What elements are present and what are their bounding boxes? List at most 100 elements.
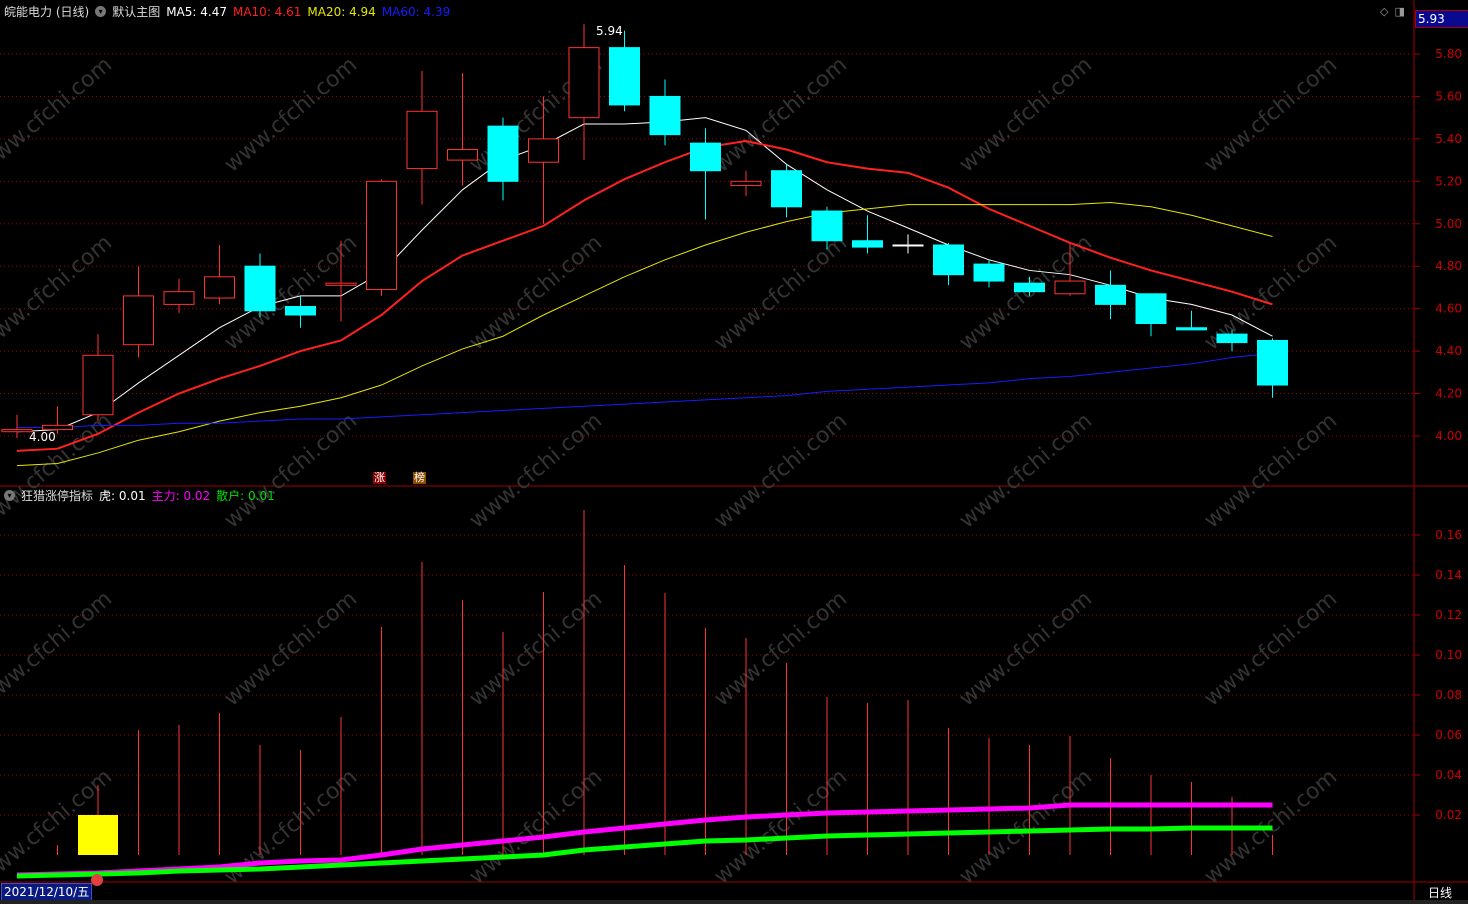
event-ball-icon (91, 874, 103, 886)
candle-up (447, 148, 478, 161)
watermark: www.cfchi.com (710, 586, 852, 711)
current-price-label: 5.93 (1415, 10, 1468, 28)
candle-up (42, 424, 73, 431)
hu-block (78, 815, 118, 855)
indicator-tick-label: 0.16 (1435, 528, 1462, 542)
candle-up (123, 295, 154, 346)
price-tick-label: 5.80 (1435, 47, 1462, 61)
watermark: www.cfchi.com (220, 408, 362, 533)
candle-up (163, 291, 195, 305)
candle-up (406, 110, 438, 170)
zhuli-value: 主力: 0.02 (151, 489, 211, 503)
watermark: www.cfchi.com (0, 586, 117, 711)
price-tick-label: 4.00 (1435, 429, 1462, 443)
watermark: www.cfchi.com (220, 52, 362, 177)
candle-up (568, 47, 600, 119)
ma60-label: MA60: 4.39 (381, 4, 451, 19)
chart-tools: ◇ ◨ (1380, 5, 1405, 18)
high-price-label: 5.94 (596, 24, 623, 38)
candle-down (609, 47, 640, 106)
ma10-label: MA10: 4.61 (232, 4, 302, 19)
candle-up (1, 429, 33, 433)
price-tick-label: 4.40 (1435, 344, 1462, 358)
watermark: www.cfchi.com (955, 52, 1097, 177)
candle-up (730, 180, 762, 187)
watermark: www.cfchi.com (955, 408, 1097, 533)
candle-down (933, 244, 964, 276)
candle-up (528, 138, 559, 163)
ma5-label: MA5: 4.47 (166, 4, 227, 19)
price-tick-label: 4.80 (1435, 259, 1462, 273)
watermark: www.cfchi.com (1200, 52, 1342, 177)
price-tick-label: 5.40 (1435, 132, 1462, 146)
cursor-date-label: 2021/12/10/五 (1, 883, 93, 901)
candle-down (487, 125, 519, 182)
watermark: www.cfchi.com (710, 52, 852, 177)
candle-down (811, 210, 843, 242)
panel-toggle-icon[interactable]: ◨ (1394, 5, 1405, 18)
watermark: www.cfchi.com (710, 408, 852, 533)
sanhu-value: 散户: 0.01 (216, 489, 275, 503)
indicator-tick-label: 0.02 (1435, 808, 1462, 822)
candle-down (244, 265, 276, 312)
bang-marker[interactable]: 榜 (413, 471, 426, 484)
candle-down (649, 95, 681, 136)
watermark: www.cfchi.com (0, 230, 117, 355)
watermark: www.cfchi.com (955, 586, 1097, 711)
watermark: www.cfchi.com (710, 230, 852, 355)
candle-down (1176, 327, 1207, 331)
candle-up (82, 354, 114, 416)
watermark: www.cfchi.com (1200, 586, 1342, 711)
indicator-tick-label: 0.10 (1435, 648, 1462, 662)
indicator-header: ▾ 狂猎涨停指标 虎: 0.01 主力: 0.02 散户: 0.01 (4, 487, 275, 504)
price-tick-label: 4.60 (1435, 302, 1462, 316)
price-tick-label: 5.60 (1435, 89, 1462, 103)
candle-down (1257, 339, 1288, 386)
watermark: www.cfchi.com (1200, 408, 1342, 533)
ma-line-ma5 (16, 117, 1273, 433)
candle-down (1216, 333, 1248, 344)
low-price-label: 4.00 (29, 430, 56, 444)
candle-down (1014, 282, 1045, 293)
candle-down (285, 306, 316, 316)
hu-value: 虎: 0.01 (99, 489, 146, 503)
zhang-marker[interactable]: 涨 (373, 471, 386, 484)
indicator-tick-label: 0.14 (1435, 568, 1462, 582)
price-tick-label: 5.20 (1435, 174, 1462, 188)
template-dropdown-icon[interactable]: ▾ (95, 6, 107, 17)
watermark: www.cfchi.com (710, 764, 852, 889)
price-tick-label: 5.00 (1435, 217, 1462, 231)
candle-down (892, 244, 924, 247)
watermark: www.cfchi.com (465, 586, 607, 711)
stock-title: 皖能电力 (日线) (4, 5, 90, 19)
candle-down (973, 263, 1005, 282)
ma-line-ma10 (16, 139, 1273, 452)
watermark: www.cfchi.com (465, 764, 607, 889)
period-label[interactable]: 日线 (1428, 886, 1453, 900)
candle-up (204, 276, 235, 299)
indicator-tick-label: 0.06 (1435, 728, 1462, 742)
indicator-dropdown-icon[interactable]: ▾ (4, 490, 15, 501)
watermark: www.cfchi.com (465, 230, 607, 355)
indicator-tick-label: 0.12 (1435, 608, 1462, 622)
indicator-tick-label: 0.04 (1435, 768, 1462, 782)
candle-down (690, 142, 721, 172)
ma-line-ma20 (16, 202, 1273, 467)
candle-down (1095, 284, 1126, 305)
indicator-name[interactable]: 狂猎涨停指标 (21, 489, 94, 503)
watermark: www.cfchi.com (955, 764, 1097, 889)
candle-down (852, 240, 883, 248)
bottom-tab-bar[interactable] (0, 900, 1468, 904)
candle-up (366, 180, 397, 291)
watermark: www.cfchi.com (220, 586, 362, 711)
candle-up (325, 282, 357, 286)
sanhu-line (16, 825, 1273, 879)
diamond-icon[interactable]: ◇ (1380, 5, 1389, 18)
main-chart-header: 皖能电力 (日线) ▾ 默认主图 MA5: 4.47 MA10: 4.61 MA… (4, 3, 450, 20)
watermark: www.cfchi.com (465, 408, 607, 533)
candle-down (1135, 293, 1167, 324)
candle-up (1054, 280, 1086, 295)
zhuli-line (16, 802, 1273, 878)
template-name[interactable]: 默认主图 (112, 5, 161, 19)
